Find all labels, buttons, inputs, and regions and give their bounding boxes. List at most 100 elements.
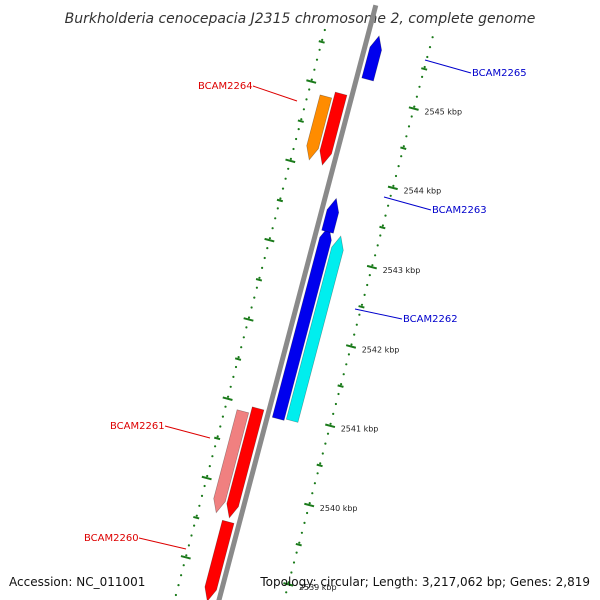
gene-arrow-bcam2260 — [204, 519, 235, 600]
grid-dot — [298, 541, 301, 544]
grid-dot — [310, 78, 313, 81]
grid-dot — [329, 422, 332, 425]
grid-dot — [284, 177, 287, 180]
grid-dot — [426, 55, 429, 59]
grid-dot — [290, 571, 293, 574]
grid-dot — [353, 333, 356, 336]
grid-dot — [410, 115, 413, 118]
grid-dot — [342, 373, 345, 376]
grid-dot — [211, 455, 214, 458]
grid-dot — [287, 581, 290, 584]
leader-line — [138, 537, 187, 550]
grid-dot — [374, 254, 377, 257]
grid-dot — [315, 58, 319, 61]
grid-dot — [347, 353, 350, 356]
grid-dot — [321, 38, 324, 42]
grid-dot — [389, 194, 392, 197]
grid-dot — [287, 167, 290, 170]
minor-tick — [276, 198, 284, 203]
gene-label-bcam2263: BCAM2263 — [432, 205, 487, 216]
grid-dot — [316, 472, 319, 475]
grid-dot — [345, 363, 348, 366]
grid-dot — [431, 36, 434, 39]
tick-label: 2545 kbp — [424, 107, 462, 116]
grid-dot — [200, 494, 204, 497]
grid-dot — [247, 316, 251, 319]
major-tick — [201, 475, 212, 481]
minor-tick — [400, 146, 407, 150]
grid-dot — [261, 266, 264, 269]
grid-dot — [303, 521, 306, 525]
grid-dot — [311, 492, 314, 495]
major-tick — [366, 264, 378, 270]
grid-dot — [193, 524, 196, 527]
tick-label: 2543 kbp — [383, 266, 421, 275]
grid-dot — [224, 405, 227, 408]
leader-line — [354, 308, 403, 320]
grid-dot — [234, 365, 238, 369]
tick-label: 2544 kbp — [404, 187, 442, 196]
grid-dot — [318, 48, 321, 51]
grid-dot — [214, 445, 217, 448]
grid-dot — [208, 465, 211, 468]
grid-dot — [279, 197, 282, 200]
grid-dot — [295, 137, 298, 141]
grid-dot — [274, 217, 277, 220]
grid-dots — [174, 28, 434, 597]
grid-dot — [237, 356, 240, 359]
grid-dot — [308, 502, 311, 505]
grid-dot — [405, 135, 408, 138]
grid-dot — [319, 462, 322, 465]
grid-dot — [240, 346, 243, 349]
grid-dot — [313, 482, 316, 485]
scale-ticks: 2539 kbp 2540 kbp 2541 kbp 2542 kbp 2543 kbp… — [180, 40, 462, 592]
grid-dot — [428, 46, 432, 49]
grid-dot — [418, 85, 421, 88]
grid-dot — [182, 564, 185, 567]
grid-dot — [221, 415, 224, 418]
tick-label: 2539 kbp — [299, 583, 337, 592]
grid-dot — [177, 584, 180, 587]
grid-dot — [203, 484, 206, 488]
grid-dot — [306, 511, 309, 515]
tick-label: 2542 kbp — [362, 345, 400, 354]
major-tick — [222, 396, 233, 401]
minor-tick — [297, 119, 304, 123]
major-tick — [387, 185, 398, 191]
grid-dot — [350, 343, 353, 346]
chromosome-backbone — [216, 4, 379, 600]
grid-dot — [297, 128, 300, 131]
grid-dot — [332, 412, 335, 415]
grid-dot — [268, 237, 271, 240]
genome-summary-text: Topology: circular; Length: 3,217,062 bp… — [259, 575, 590, 589]
feature-arrow-bcam2261 — [213, 409, 250, 514]
grid-dot — [360, 303, 364, 306]
grid-dot — [245, 326, 248, 329]
grid-dot — [266, 247, 269, 250]
minor-tick — [295, 542, 302, 547]
gene-features — [204, 35, 382, 600]
gene-arrow-bcam2265 — [361, 35, 382, 82]
grid-dot — [379, 234, 382, 237]
grid-dot — [227, 395, 230, 398]
tick-label: 2540 kbp — [320, 504, 358, 513]
minor-tick — [193, 515, 200, 520]
grid-dot — [376, 244, 379, 247]
major-tick — [243, 317, 254, 322]
genome-title: Burkholderia cenocepacia J2315 chromosom… — [65, 11, 536, 27]
grid-dot — [253, 296, 256, 299]
accession-text: Accession: NC_011001 — [9, 575, 145, 589]
grid-dot — [368, 274, 371, 277]
leader-line — [252, 85, 298, 102]
grid-dot — [285, 591, 288, 594]
gene-arrow-bcam2261 — [226, 406, 265, 519]
grid-dot — [195, 514, 198, 517]
grid-dot — [250, 306, 253, 309]
grid-dot — [384, 214, 387, 217]
major-tick — [325, 423, 336, 429]
gene-labels: BCAM2260 BCAM2261 BCAM2262 BCAM2263 BCAM2264… — [84, 59, 527, 550]
grid-dot — [276, 207, 279, 210]
grid-dot — [421, 75, 424, 78]
grid-dot — [198, 504, 201, 507]
